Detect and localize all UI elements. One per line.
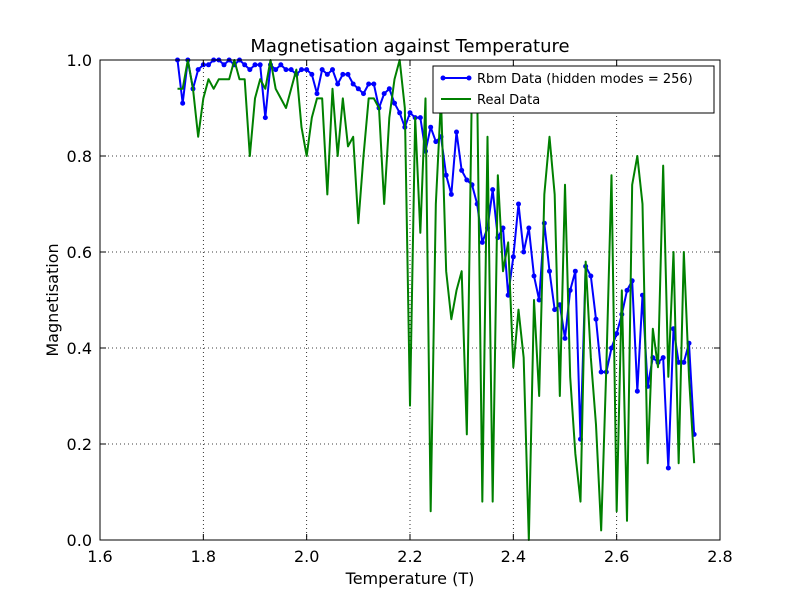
data-point-rbm xyxy=(180,100,186,106)
data-point-rbm xyxy=(624,287,630,293)
y-tick-label: 0.4 xyxy=(67,339,92,358)
data-point-rbm xyxy=(660,355,666,361)
data-point-rbm xyxy=(242,62,248,68)
data-point-rbm xyxy=(392,100,397,106)
series-layer xyxy=(175,57,697,541)
y-tick-label: 0.8 xyxy=(67,147,92,166)
data-point-rbm xyxy=(417,115,423,121)
data-point-rbm xyxy=(681,359,687,365)
data-point-rbm xyxy=(221,62,227,68)
legend-label-rbm: Rbm Data (hidden modes = 256) xyxy=(477,72,693,87)
data-point-rbm xyxy=(252,62,258,68)
y-axis-label: Magnetisation xyxy=(43,243,62,356)
data-point-rbm xyxy=(464,177,470,183)
data-point-rbm xyxy=(366,81,372,87)
data-point-rbm xyxy=(609,345,614,351)
data-point-rbm xyxy=(490,187,496,193)
data-point-rbm xyxy=(562,335,568,341)
data-point-rbm xyxy=(330,67,335,73)
data-point-rbm xyxy=(335,81,341,87)
data-point-rbm xyxy=(324,71,330,77)
y-tick-label: 0.0 xyxy=(67,531,92,550)
y-tick-label: 1.0 xyxy=(67,51,92,70)
data-point-rbm xyxy=(531,273,537,279)
legend-box xyxy=(432,65,715,114)
data-point-rbm xyxy=(598,369,604,375)
legend: Rbm Data (hidden modes = 256) Real Data xyxy=(432,65,715,114)
x-tick-label: 1.6 xyxy=(87,547,112,566)
series-line-real xyxy=(177,59,696,541)
data-point-rbm xyxy=(479,239,485,245)
data-point-rbm xyxy=(634,388,640,394)
data-point-rbm xyxy=(386,86,392,92)
data-point-rbm xyxy=(345,71,351,77)
y-tick-label: 0.6 xyxy=(67,243,92,262)
data-point-rbm xyxy=(350,81,356,87)
data-point-rbm xyxy=(572,268,578,274)
data-point-rbm xyxy=(593,316,599,322)
data-point-rbm xyxy=(443,172,449,178)
data-point-rbm xyxy=(407,110,413,116)
data-point-rbm xyxy=(521,249,527,255)
data-point-rbm xyxy=(614,331,620,337)
ticks: 1.6 1.8 2.0 2.2 2.4 2.6 2.8 0.0 0.2 0.4 0.6 0.8 1.0 xyxy=(67,51,733,566)
data-point-rbm xyxy=(454,129,459,135)
data-point-rbm xyxy=(361,91,366,97)
chart-title: Magnetisation against Temperature xyxy=(250,36,569,57)
data-point-rbm xyxy=(355,86,361,92)
data-point-rbm xyxy=(433,139,439,145)
data-point-rbm xyxy=(397,110,403,116)
x-axis-label: Temperature (T) xyxy=(345,569,475,588)
x-tick-label: 1.8 xyxy=(191,547,216,566)
data-point-rbm xyxy=(428,124,434,130)
data-point-rbm xyxy=(206,62,211,68)
data-point-rbm xyxy=(314,91,320,97)
x-tick-label: 2.2 xyxy=(397,547,422,566)
data-point-rbm xyxy=(278,62,284,68)
data-point-rbm xyxy=(299,67,304,73)
data-point-rbm xyxy=(516,201,521,207)
data-point-rbm xyxy=(676,359,682,365)
data-point-rbm xyxy=(459,167,465,173)
data-point-rbm xyxy=(510,254,516,260)
legend-marker-rbm xyxy=(440,75,446,81)
data-point-rbm xyxy=(257,62,263,68)
data-point-rbm xyxy=(567,287,573,293)
x-tick-label: 2.0 xyxy=(294,547,319,566)
y-tick-label: 0.2 xyxy=(67,435,92,454)
data-point-rbm xyxy=(665,465,671,471)
data-point-rbm xyxy=(536,297,542,303)
x-tick-label: 2.6 xyxy=(604,547,629,566)
data-point-rbm xyxy=(195,67,201,73)
data-point-rbm xyxy=(247,67,253,73)
x-tick-label: 2.4 xyxy=(501,547,526,566)
data-point-rbm xyxy=(547,268,552,274)
data-point-rbm xyxy=(288,67,294,73)
data-point-rbm xyxy=(309,71,315,77)
data-point-rbm xyxy=(588,273,594,279)
data-point-rbm xyxy=(371,81,377,87)
data-point-rbm xyxy=(262,115,268,121)
legend-label-real: Real Data xyxy=(477,93,540,108)
data-point-rbm xyxy=(448,191,454,197)
x-tick-label: 2.8 xyxy=(707,547,732,566)
grid xyxy=(100,60,720,540)
data-point-rbm xyxy=(500,225,506,231)
data-point-rbm xyxy=(273,67,279,73)
data-point-rbm xyxy=(381,91,387,97)
data-point-rbm xyxy=(283,67,289,73)
data-point-rbm xyxy=(319,67,325,73)
data-point-rbm xyxy=(304,67,310,73)
data-point-rbm xyxy=(526,225,532,231)
data-point-rbm xyxy=(552,307,558,313)
legend-marker-rbm xyxy=(466,75,472,81)
data-point-rbm xyxy=(340,71,346,77)
